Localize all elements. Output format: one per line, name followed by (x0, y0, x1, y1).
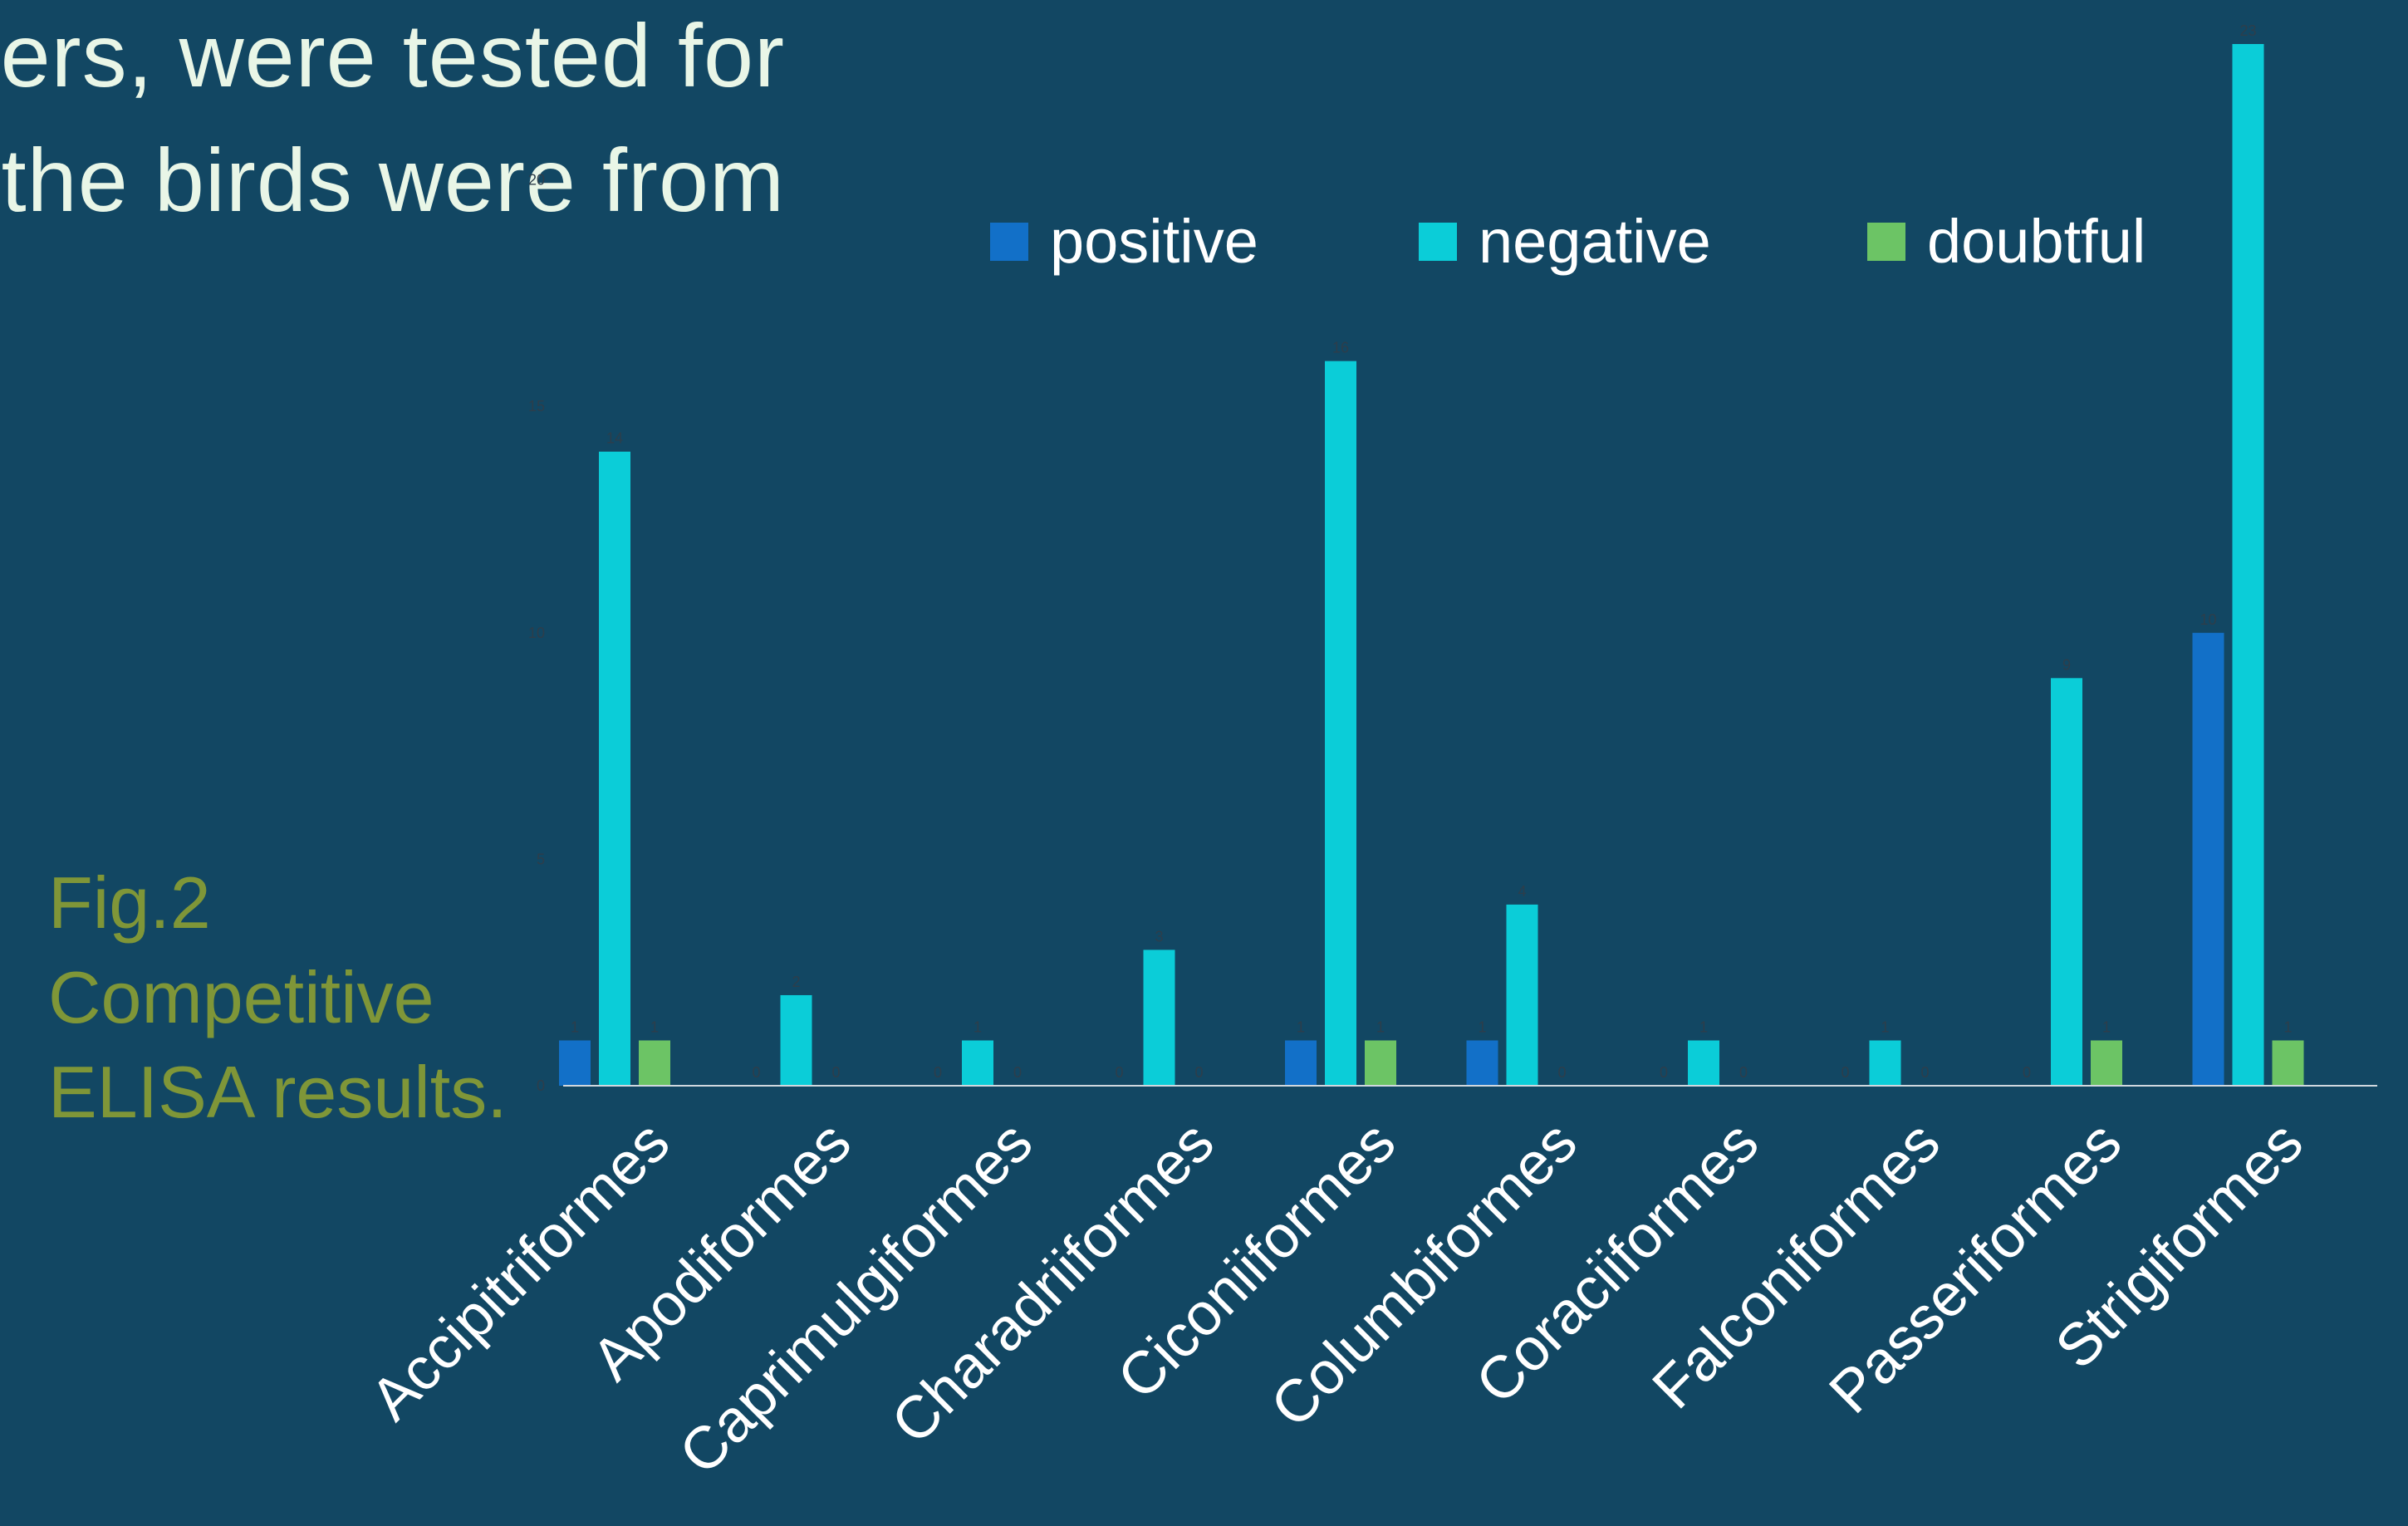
chart-legend: positive negative doubtful (990, 206, 2146, 277)
data-label: 0 (831, 1064, 840, 1081)
legend-swatch-positive (990, 222, 1028, 261)
bar-doubtful (2272, 1040, 2304, 1086)
data-label: 0 (1660, 1064, 1668, 1081)
bar-negative (2051, 678, 2082, 1086)
data-label: 16 (1332, 340, 1349, 356)
bar-negative (1325, 361, 1356, 1086)
y-tick-label: 0 (537, 1077, 545, 1094)
bar-negative (962, 1040, 993, 1086)
data-label: 0 (934, 1064, 942, 1081)
bar-negative (1688, 1040, 1719, 1086)
bar-doubtful (2091, 1040, 2122, 1086)
data-label: 1 (1478, 1018, 1486, 1035)
data-label: 0 (1013, 1064, 1022, 1081)
data-label: 0 (1841, 1064, 1849, 1081)
bar-negative (780, 994, 812, 1086)
data-label: 10 (2200, 611, 2216, 628)
slide-text-line: ers, were tested for (0, 5, 785, 105)
legend-label-negative: negative (1479, 207, 1711, 276)
legend-item-negative: negative (1419, 206, 1867, 277)
bar-positive (1466, 1040, 1498, 1086)
data-label: 2 (792, 974, 800, 990)
bar-doubtful (1365, 1040, 1396, 1086)
bar-positive (1285, 1040, 1317, 1086)
data-label: 1 (1297, 1018, 1305, 1035)
data-label: 0 (1739, 1064, 1748, 1081)
data-label: 23 (2239, 22, 2256, 39)
caption-line: ELISA results. (48, 1051, 508, 1133)
x-tick-label: Columbiformes (1258, 1109, 1590, 1440)
y-tick-label: 10 (528, 625, 545, 641)
y-tick-label: 15 (528, 398, 545, 415)
figure-caption: Fig.2 Competitive ELISA results. (48, 856, 508, 1140)
legend-label-doubtful: doubtful (1927, 207, 2146, 276)
bar-doubtful (639, 1040, 670, 1086)
data-label: 0 (752, 1064, 760, 1081)
data-label: 0 (1920, 1064, 1929, 1081)
legend-swatch-doubtful (1867, 222, 1905, 261)
legend-swatch-negative (1419, 222, 1457, 261)
data-label: 0 (1115, 1064, 1123, 1081)
y-tick-label: 20 (528, 172, 545, 189)
data-label: 9 (2062, 656, 2071, 673)
data-label: 14 (606, 430, 623, 447)
data-label: 3 (1155, 928, 1163, 945)
bar-negative (599, 451, 630, 1086)
bar-negative (1506, 904, 1538, 1086)
caption-line: Competitive (48, 956, 434, 1038)
bar-negative (2232, 44, 2264, 1086)
x-tick-label: Caprimulgiformes (667, 1109, 1045, 1487)
bar-positive (2192, 632, 2224, 1086)
data-label: 1 (571, 1018, 579, 1035)
slide-body-text: ers, were tested for the birds were from (0, 0, 785, 243)
legend-label-positive: positive (1050, 207, 1258, 276)
bar-negative (1869, 1040, 1901, 1086)
x-tick-label: Charadriiformes (879, 1109, 1227, 1457)
data-label: 0 (1557, 1064, 1566, 1081)
data-label: 1 (1376, 1018, 1385, 1035)
bar-positive (559, 1040, 591, 1086)
data-label: 4 (1518, 883, 1526, 900)
slide-text-line: the birds were from (1, 130, 785, 230)
data-label: 1 (650, 1018, 659, 1035)
bar-negative (1143, 949, 1175, 1086)
data-label: 1 (2283, 1018, 2292, 1035)
legend-item-doubtful: doubtful (1867, 206, 2146, 277)
legend-item-positive: positive (990, 206, 1419, 277)
data-label: 1 (1699, 1018, 1708, 1035)
data-label: 1 (973, 1018, 982, 1035)
caption-line: Fig.2 (48, 861, 211, 944)
data-label: 1 (1881, 1018, 1889, 1035)
data-label: 0 (1194, 1064, 1203, 1081)
data-label: 0 (2023, 1064, 2031, 1081)
data-label: 1 (2102, 1018, 2111, 1035)
y-tick-label: 5 (537, 851, 545, 867)
